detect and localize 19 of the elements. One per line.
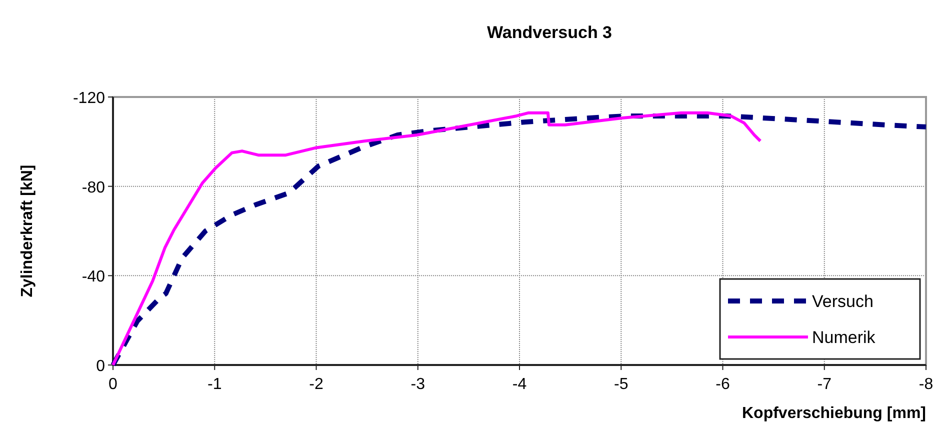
legend-label: Numerik	[812, 328, 876, 347]
x-tick-label: -1	[208, 376, 222, 393]
x-tick-label: -2	[309, 376, 324, 393]
line-series	[112, 111, 762, 366]
x-axis-title: Kopfverschiebung [mm]	[742, 405, 926, 422]
legend-label: Versuch	[812, 292, 874, 311]
x-tick-label: -7	[817, 376, 832, 393]
x-tick-label: -5	[614, 376, 628, 393]
x-tick-label: -3	[410, 376, 426, 393]
y-tick-label: -120	[72, 90, 106, 107]
y-tick-label: -80	[82, 179, 106, 196]
x-tick-label: -8	[918, 376, 934, 393]
y-tick-label: -40	[82, 268, 106, 286]
x-tick-label: -4	[512, 376, 527, 393]
chart-title: Wandversuch 3	[486, 23, 612, 42]
y-tick-label: 0	[96, 358, 106, 375]
x-tick-label: -6	[716, 376, 730, 393]
x-tick-label: 0	[108, 376, 118, 393]
y-axis-title: Zylinderkraft [kN]	[19, 164, 36, 298]
